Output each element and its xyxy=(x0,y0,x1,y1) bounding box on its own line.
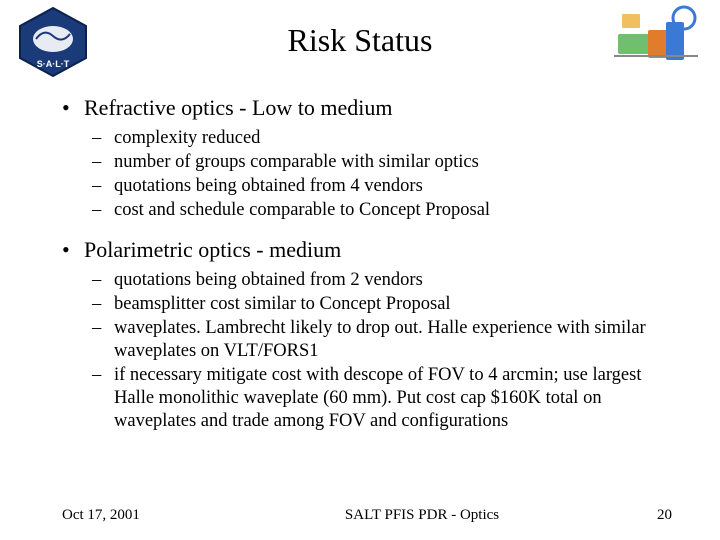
slide-body: Refractive optics - Low to medium comple… xyxy=(0,69,720,433)
svg-text:S·A·L·T: S·A·L·T xyxy=(37,59,70,69)
instrument-render-icon xyxy=(612,4,702,72)
bullet-level2: if necessary mitigate cost with descope … xyxy=(92,364,672,433)
sublist: complexity reduced number of groups comp… xyxy=(92,127,672,223)
bullet-level2: complexity reduced xyxy=(92,127,672,150)
footer-date: Oct 17, 2001 xyxy=(62,507,232,524)
salt-logo-icon: S·A·L·T xyxy=(14,6,92,78)
sublist: quotations being obtained from 2 vendors… xyxy=(92,269,672,434)
bullet-level2: beamsplitter cost similar to Concept Pro… xyxy=(92,293,672,316)
footer-title: SALT PFIS PDR - Optics xyxy=(232,507,612,524)
bullet-level1: Refractive optics - Low to medium xyxy=(62,95,672,121)
bullet-level2: quotations being obtained from 2 vendors xyxy=(92,269,672,292)
footer-page-number: 20 xyxy=(612,507,672,524)
bullet-text: Refractive optics - Low to medium xyxy=(84,95,393,120)
bullet-level2: number of groups comparable with similar… xyxy=(92,151,672,174)
bullet-level2: quotations being obtained from 4 vendors xyxy=(92,175,672,198)
bullet-level1: Polarimetric optics - medium xyxy=(62,237,672,263)
slide-footer: Oct 17, 2001 SALT PFIS PDR - Optics 20 xyxy=(0,507,720,524)
bullet-text: Polarimetric optics - medium xyxy=(84,237,341,262)
bullet-level2: waveplates. Lambrecht likely to drop out… xyxy=(92,317,672,363)
bullet-level2: cost and schedule comparable to Concept … xyxy=(92,199,672,222)
